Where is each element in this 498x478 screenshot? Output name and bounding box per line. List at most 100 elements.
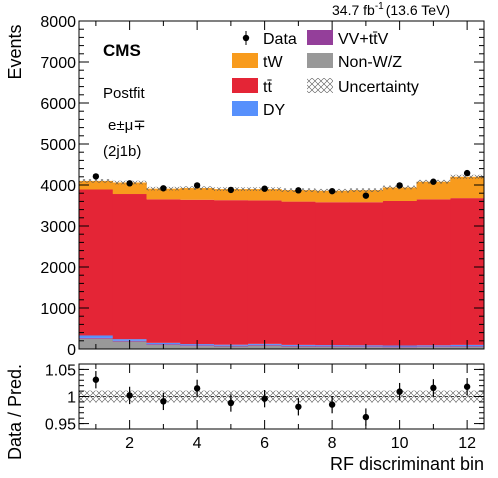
data-point [328, 187, 336, 195]
stack-layer [79, 176, 485, 349]
bar [450, 176, 485, 199]
x-axis-title: RF discriminant bin [330, 454, 484, 474]
ratio-point [227, 399, 235, 407]
data-point [362, 192, 370, 199]
data-point [463, 169, 471, 177]
ratio-point [92, 376, 100, 383]
bar [180, 188, 215, 200]
legend-swatch [232, 53, 258, 68]
data-point [295, 187, 302, 194]
legend-label: DY [263, 102, 286, 119]
legend-swatch [307, 30, 333, 45]
bar [315, 190, 350, 203]
bar [382, 200, 417, 346]
y-tick-label: 4000 [40, 178, 76, 195]
bar [146, 188, 181, 200]
y-tick-label: 1000 [40, 301, 76, 318]
y-tick-label: 0.95 [45, 417, 76, 434]
y-tick-label: 7000 [40, 55, 76, 72]
ratio-axes: 2 4 6 8 10 12 0.95 1 1.05 [45, 362, 485, 452]
bar [214, 200, 249, 345]
series-tw [79, 176, 485, 203]
energy-label: (13.6 TeV) [386, 2, 450, 18]
y-tick-label: 8000 [40, 14, 76, 31]
bar [349, 202, 384, 346]
legend-label: Non-W/Z [338, 54, 402, 71]
channel-label: e±μ∓ [108, 117, 146, 134]
bar [281, 190, 316, 202]
legend-swatch [232, 101, 258, 116]
bar [79, 337, 114, 339]
bar [281, 201, 316, 345]
legend-swatch [307, 53, 333, 68]
data-point [227, 186, 235, 194]
ratio-point [160, 398, 167, 405]
legend-entry: tt̄ [232, 78, 272, 96]
bar [416, 199, 451, 346]
region-label: (2j1b) [103, 143, 141, 160]
legend: Data VV+tt̄V tW Non-W/Z tt̄ Uncertainty DY [232, 30, 419, 119]
ratio-point [261, 395, 268, 402]
bar [146, 199, 181, 343]
x-tick-label: 2 [125, 435, 134, 452]
bar [180, 199, 215, 345]
lumi-label: 34.7 fb-1 (13.6 TeV) [332, 1, 450, 18]
bar [112, 182, 147, 195]
bar [79, 180, 114, 190]
bar [450, 198, 485, 345]
y-tick-label: 1 [67, 390, 76, 407]
x-tick-label: 4 [193, 435, 202, 452]
bar [315, 202, 350, 346]
main-plot: 0 1000 2000 3000 4000 5000 6000 7000 8000 CMS Po… [40, 14, 485, 359]
uncertainty-box [79, 179, 113, 183]
legend-entry: DY [232, 101, 286, 119]
ratio-point [362, 413, 370, 421]
data-point [193, 182, 201, 189]
data-points [92, 169, 471, 199]
bar [79, 338, 114, 349]
bar [247, 200, 282, 344]
legend-entry: VV+tt̄V [307, 30, 389, 48]
y-tick-label: 6000 [40, 96, 76, 113]
bar [79, 335, 114, 338]
ratio-uncertainty-box [79, 390, 484, 403]
ratio-points [92, 371, 471, 426]
bar [247, 189, 282, 201]
ratio-y-axis-title: Data / Pred. [5, 364, 25, 460]
bar [416, 181, 451, 200]
legend-entry: Uncertainty [307, 78, 419, 96]
legend-entry: tW [232, 53, 283, 71]
lumi-value: 34.7 fb [332, 2, 375, 18]
ratio-plot: 2 4 6 8 10 12 0.95 1 1.05 [45, 362, 485, 452]
lumi-exponent: -1 [375, 1, 384, 12]
data-point [126, 180, 133, 187]
bar [214, 189, 249, 201]
data-point [160, 185, 167, 192]
y-tick-label: 3000 [40, 219, 76, 236]
uncertainty-box [349, 188, 383, 192]
legend-entry: Non-W/Z [307, 53, 402, 71]
ratio-point [295, 403, 302, 410]
legend-label: VV+tt̄V [338, 31, 389, 48]
ratio-point [328, 401, 336, 408]
ratio-point [396, 388, 403, 395]
y-axis-title: Events [5, 24, 25, 79]
legend-label: Uncertainty [338, 79, 419, 96]
x-tick-label: 12 [458, 435, 476, 452]
bar [146, 342, 181, 345]
bar [112, 339, 147, 341]
series-tt- [79, 189, 485, 346]
data-point [430, 178, 437, 185]
bar [382, 187, 417, 201]
experiment-label: CMS [103, 41, 141, 60]
legend-entry: Data [242, 31, 297, 48]
y-tick-label: 1.05 [45, 362, 76, 379]
data-point [261, 185, 268, 192]
ratio-uncertainty-band [79, 390, 484, 403]
x-tick-label: 6 [260, 435, 269, 452]
ratio-point [126, 392, 133, 399]
y-tick-label: 5000 [40, 137, 76, 154]
data-point [92, 173, 100, 180]
ratio-point [463, 383, 471, 390]
